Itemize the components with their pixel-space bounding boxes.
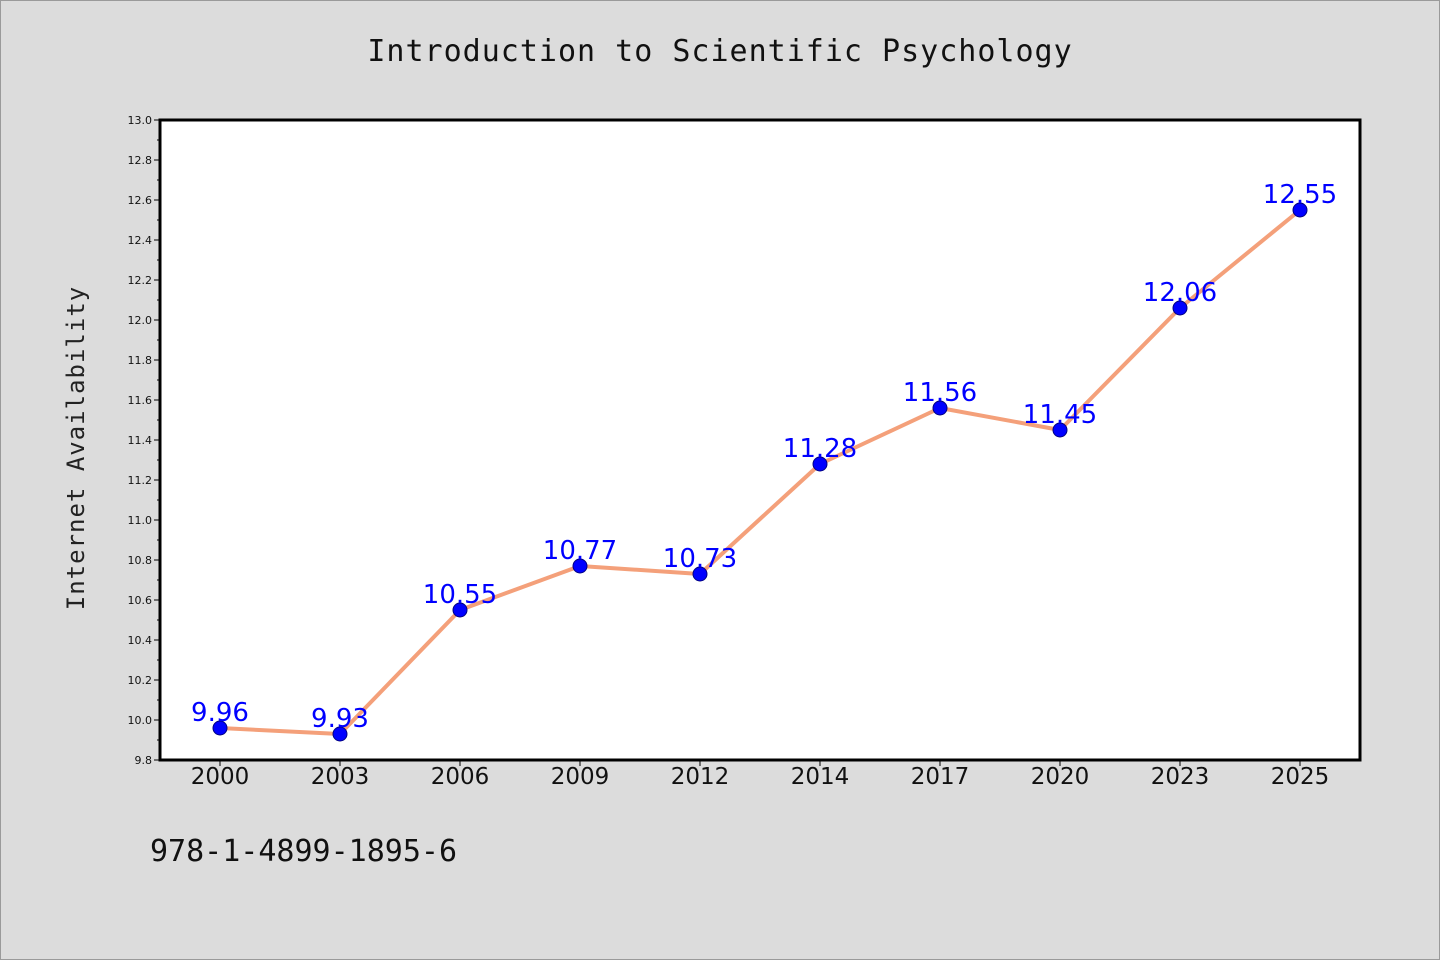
data-point (1052, 422, 1068, 438)
y-tick-label: 12.6 (128, 194, 153, 207)
y-tick-label: 11.4 (128, 434, 153, 447)
data-labels: 9.96 9.93 10.55 10.77 10.73 11.28 11.56 11.45 12… (191, 180, 1337, 734)
data-point (1172, 300, 1188, 316)
chart-title: Introduction to Scientific Psychology (367, 34, 1073, 69)
data-label: 12.55 (1263, 180, 1337, 210)
series-line-group (218, 208, 1302, 736)
y-tick-label: 12.8 (128, 154, 153, 167)
y-tick-label: 12.4 (128, 234, 153, 247)
x-tick-label: 2014 (791, 764, 850, 790)
data-label: 10.73 (663, 544, 737, 574)
data-label: 10.77 (543, 536, 617, 566)
y-tick-label: 11.2 (128, 474, 153, 487)
data-point (332, 726, 348, 742)
x-tick-label: 2000 (191, 764, 250, 790)
data-markers (212, 202, 1308, 742)
x-tick-label: 2023 (1151, 764, 1210, 790)
data-label: 11.45 (1023, 400, 1097, 430)
plot-area (158, 118, 1362, 762)
x-tick-label: 2025 (1271, 764, 1330, 790)
series-line (218, 208, 1302, 736)
data-point (452, 602, 468, 618)
y-tick-label: 11.0 (128, 514, 153, 527)
x-tick-label: 2009 (551, 764, 610, 790)
x-tick-label: 2003 (311, 764, 370, 790)
x-tick-label: 2006 (431, 764, 490, 790)
y-tick-label: 11.6 (128, 394, 153, 407)
data-label: 11.56 (903, 378, 977, 408)
data-label: 11.28 (783, 434, 857, 464)
data-label: 10.55 (423, 580, 497, 610)
data-label: 9.96 (191, 698, 249, 728)
isbn-text: 978-1-4899-1895-6 (150, 834, 458, 869)
data-point (692, 566, 708, 582)
x-tick-label: 2020 (1031, 764, 1090, 790)
data-label: 12.06 (1143, 278, 1217, 308)
y-tick-label: 12.2 (128, 274, 153, 287)
y-axis-ticks: 9.8 10.0 10.2 10.4 10.6 10.8 11.0 11.2 11.4 11.6 1… (128, 114, 160, 767)
data-point (212, 720, 228, 736)
x-tick-label: 2017 (911, 764, 970, 790)
y-tick-label: 12.0 (128, 314, 153, 327)
y-tick-label: 10.4 (128, 634, 153, 647)
data-label: 9.93 (311, 704, 369, 734)
y-tick-label: 13.0 (128, 114, 153, 127)
y-tick-label: 10.0 (128, 714, 153, 727)
x-axis-ticks: 2000 2003 2006 2009 2012 2014 2017 2020 2023 2025 (191, 760, 1330, 790)
data-point (932, 400, 948, 416)
y-tick-label: 10.6 (128, 594, 153, 607)
y-tick-label: 10.8 (128, 554, 153, 567)
y-tick-label: 11.8 (128, 354, 153, 367)
data-point (812, 456, 828, 472)
data-point (1292, 202, 1308, 218)
data-point (572, 558, 588, 574)
y-tick-label: 10.2 (128, 674, 153, 687)
x-tick-label: 2012 (671, 764, 730, 790)
y-tick-label: 9.8 (135, 754, 153, 767)
